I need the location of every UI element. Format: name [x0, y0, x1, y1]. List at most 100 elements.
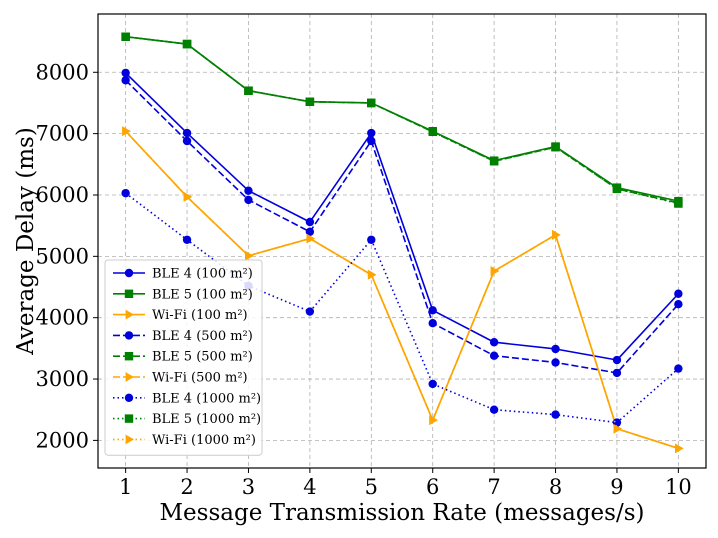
data-point	[428, 319, 437, 328]
data-point	[613, 423, 622, 434]
legend-marker	[124, 268, 134, 278]
data-point	[551, 410, 560, 419]
series-8	[122, 126, 684, 454]
data-point	[612, 368, 622, 378]
data-point	[428, 127, 437, 136]
legend-label: Wi-Fi (500 m²)	[152, 371, 248, 386]
series-line	[125, 192, 679, 424]
legend-label: BLE 5 (1000 m²)	[152, 412, 261, 427]
legend-label: Wi-Fi (1000 m²)	[152, 433, 256, 448]
data-point	[674, 199, 683, 208]
y-axis-label: Average Delay (ms)	[13, 127, 39, 356]
data-point	[122, 126, 131, 137]
data-point	[429, 415, 438, 425]
data-point	[182, 235, 192, 244]
series-line	[125, 72, 679, 361]
data-point	[428, 379, 437, 389]
legend-label: BLE 5 (500 m²)	[152, 350, 253, 365]
data-point	[674, 364, 683, 373]
data-point	[121, 68, 130, 78]
data-point	[306, 233, 315, 244]
series-line	[125, 35, 679, 204]
series-line	[125, 130, 679, 450]
y-tick-label: 5000	[36, 244, 89, 268]
x-tick-label: 3	[242, 475, 255, 499]
data-point	[244, 86, 253, 95]
data-point	[489, 157, 499, 166]
data-point	[182, 136, 192, 146]
y-tick-label: 8000	[36, 60, 89, 84]
x-tick-label: 8	[549, 475, 562, 499]
data-point	[182, 39, 192, 49]
data-point	[674, 289, 683, 298]
data-point	[244, 186, 253, 195]
legend-label: BLE 4 (100 m²)	[152, 267, 253, 282]
series-4	[121, 32, 683, 208]
data-point	[428, 306, 437, 315]
series-line	[125, 35, 679, 202]
data-point	[245, 250, 254, 261]
series-0	[121, 68, 683, 365]
data-point	[182, 128, 192, 138]
plot-frame	[97, 13, 707, 469]
x-tick-label: 9	[610, 475, 623, 499]
data-point	[305, 97, 315, 106]
legend-box	[104, 259, 263, 456]
ticks: 1 2 3 4 5 6 7 8 9 10 2000 3000 4000 5000 6000 7000 8000	[36, 60, 692, 499]
legend-marker	[125, 372, 135, 382]
data-point	[367, 128, 376, 138]
data-point	[552, 230, 561, 240]
x-tick-label: 10	[665, 475, 692, 499]
legend-marker	[124, 352, 134, 361]
data-point	[489, 351, 499, 360]
series-line	[125, 79, 679, 374]
data-point	[551, 358, 560, 367]
x-tick-label: 5	[365, 475, 378, 499]
data-point	[121, 188, 130, 198]
data-point	[675, 443, 684, 454]
data-point	[551, 344, 560, 354]
y-tick-label: 4000	[36, 306, 89, 330]
data-point	[674, 299, 683, 309]
data-point	[490, 266, 500, 276]
data-point	[367, 136, 376, 146]
legend-marker	[124, 289, 134, 298]
data-point	[305, 307, 315, 316]
y-tick-label: 3000	[36, 367, 89, 391]
legend-marker	[124, 331, 134, 340]
data-point	[305, 227, 315, 236]
data-point	[244, 195, 253, 205]
y-tick-label: 2000	[36, 428, 89, 452]
legend-marker	[125, 434, 135, 445]
legend-label: BLE 5 (100 m²)	[152, 287, 253, 302]
x-tick-label: 4	[303, 475, 316, 499]
data-point	[489, 338, 499, 347]
data-point	[612, 355, 622, 365]
data-point	[121, 32, 130, 41]
data-point	[551, 142, 560, 152]
y-tick-label: 6000	[36, 183, 89, 207]
legend-marker	[124, 414, 134, 423]
y-tick-label: 7000	[36, 122, 89, 146]
series-3	[121, 76, 683, 378]
x-axis-label: Message Transmission Rate (messages/s)	[160, 500, 645, 526]
series-line	[125, 35, 679, 205]
data-point	[367, 235, 376, 244]
series-layer	[121, 32, 684, 454]
data-point	[612, 184, 622, 194]
data-point	[367, 269, 377, 280]
x-tick-label: 2	[180, 475, 193, 499]
data-point	[367, 98, 376, 108]
legend: BLE 4 (100 m²) BLE 5 (100 m²) Wi-Fi (100 m…	[104, 259, 263, 456]
x-tick-label: 7	[487, 475, 500, 499]
series-7	[121, 32, 683, 208]
legend-label: BLE 4 (1000 m²)	[152, 391, 261, 406]
data-point	[121, 76, 130, 85]
x-tick-label: 1	[119, 475, 132, 499]
legend-label: Wi-Fi (100 m²)	[152, 308, 248, 323]
legend-marker	[124, 393, 134, 402]
data-point	[489, 405, 499, 414]
x-tick-label: 6	[426, 475, 439, 499]
data-point	[183, 191, 193, 202]
